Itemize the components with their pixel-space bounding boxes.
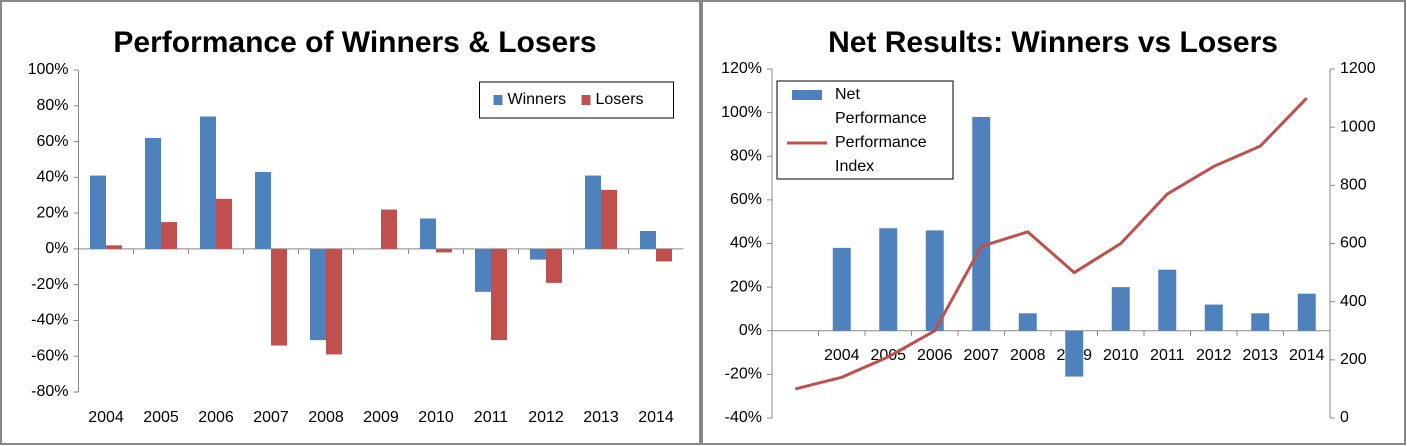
bar xyxy=(90,175,106,249)
bar xyxy=(925,230,944,331)
bar xyxy=(436,248,452,253)
x-tick-label: 2010 xyxy=(1103,347,1139,364)
x-tick-label: 2013 xyxy=(1242,347,1278,364)
bar xyxy=(585,175,601,249)
y-tick-label: 80% xyxy=(36,97,68,114)
bar xyxy=(640,231,656,249)
x-tick-label: 2008 xyxy=(1010,347,1046,364)
left-panel xyxy=(0,0,701,445)
bar xyxy=(546,248,562,283)
y-tick-label: 40% xyxy=(36,169,68,186)
x-tick-label: 2004 xyxy=(88,409,124,426)
bar xyxy=(255,171,271,249)
bar xyxy=(475,248,491,292)
y2-tick-label: 0 xyxy=(1340,409,1349,426)
x-tick-label: 2014 xyxy=(1289,347,1325,364)
x-tick-label: 2013 xyxy=(583,409,619,426)
x-tick-label: 2008 xyxy=(308,409,344,426)
legend-swatch xyxy=(792,90,822,100)
bar xyxy=(601,189,617,249)
legend-swatch xyxy=(493,95,503,105)
y-tick-label: -40% xyxy=(31,312,68,329)
y-tick-label: 20% xyxy=(730,278,762,295)
bar xyxy=(326,248,342,355)
y-tick-label: 60% xyxy=(36,133,68,150)
y2-tick-label: 1000 xyxy=(1340,118,1376,135)
bar xyxy=(1158,269,1177,331)
right-panel xyxy=(701,0,1406,445)
y-tick-label: 20% xyxy=(36,204,68,221)
y-tick-label: -20% xyxy=(31,276,68,293)
bar xyxy=(1204,304,1223,331)
bar xyxy=(1018,313,1037,331)
bar xyxy=(310,248,326,341)
y-tick-label: 100% xyxy=(721,104,762,121)
x-tick-label: 2005 xyxy=(143,409,179,426)
x-tick-label: 2009 xyxy=(363,409,399,426)
x-tick-label: 2014 xyxy=(638,409,674,426)
x-tick-label: 2011 xyxy=(474,409,509,426)
legend-swatch xyxy=(581,95,591,105)
bar xyxy=(381,209,397,249)
x-tick-label: 2007 xyxy=(253,409,289,426)
legend-label: Performance Index xyxy=(835,134,931,175)
x-tick-label: 2010 xyxy=(418,409,454,426)
bar xyxy=(1297,293,1316,331)
x-tick-label: 2006 xyxy=(917,347,953,364)
legend-box xyxy=(479,81,674,119)
bar xyxy=(271,248,287,346)
x-tick-label: 2004 xyxy=(824,347,860,364)
chart-title: Performance of Winners & Losers xyxy=(113,26,596,59)
bar xyxy=(420,218,436,249)
y-tick-label: 100% xyxy=(28,61,69,78)
y-tick-label: 80% xyxy=(730,147,762,164)
bar xyxy=(530,248,546,260)
y-tick-label: 40% xyxy=(730,235,762,252)
x-tick-label: 2011 xyxy=(1150,347,1185,364)
bar xyxy=(879,228,898,331)
x-tick-label: 2007 xyxy=(963,347,999,364)
line xyxy=(794,97,1308,391)
y-tick-label: -80% xyxy=(31,383,68,400)
bar xyxy=(161,222,177,249)
y2-tick-label: 800 xyxy=(1340,177,1367,194)
y2-tick-label: 200 xyxy=(1340,351,1367,368)
y2-tick-label: 1200 xyxy=(1340,60,1376,77)
y-tick-label: 120% xyxy=(721,60,762,77)
y-tick-label: -20% xyxy=(725,366,762,383)
bar xyxy=(106,245,122,249)
bar xyxy=(1065,330,1084,377)
x-tick-label: 2012 xyxy=(528,409,564,426)
legend-label: Net Performance xyxy=(835,86,927,127)
legend-label: Losers xyxy=(596,91,644,108)
y-tick-label: -60% xyxy=(31,347,68,364)
bar xyxy=(491,248,507,341)
bar xyxy=(1251,313,1270,331)
x-tick-label: 2012 xyxy=(1196,347,1232,364)
bar xyxy=(200,116,216,249)
bar xyxy=(145,137,161,249)
bar xyxy=(1111,287,1130,331)
y-tick-label: 60% xyxy=(730,191,762,208)
y-tick-label: -40% xyxy=(725,409,762,426)
bar xyxy=(216,198,232,249)
chart-title: Net Results: Winners vs Losers xyxy=(828,26,1278,59)
bar xyxy=(832,247,851,331)
legend-label: Winners xyxy=(508,91,567,108)
bar xyxy=(656,248,672,262)
y-tick-label: 0% xyxy=(45,240,68,257)
y2-tick-label: 600 xyxy=(1340,235,1367,252)
y2-tick-label: 400 xyxy=(1340,293,1367,310)
x-tick-label: 2006 xyxy=(198,409,234,426)
y-tick-label: 0% xyxy=(739,322,762,339)
bar xyxy=(972,116,991,331)
